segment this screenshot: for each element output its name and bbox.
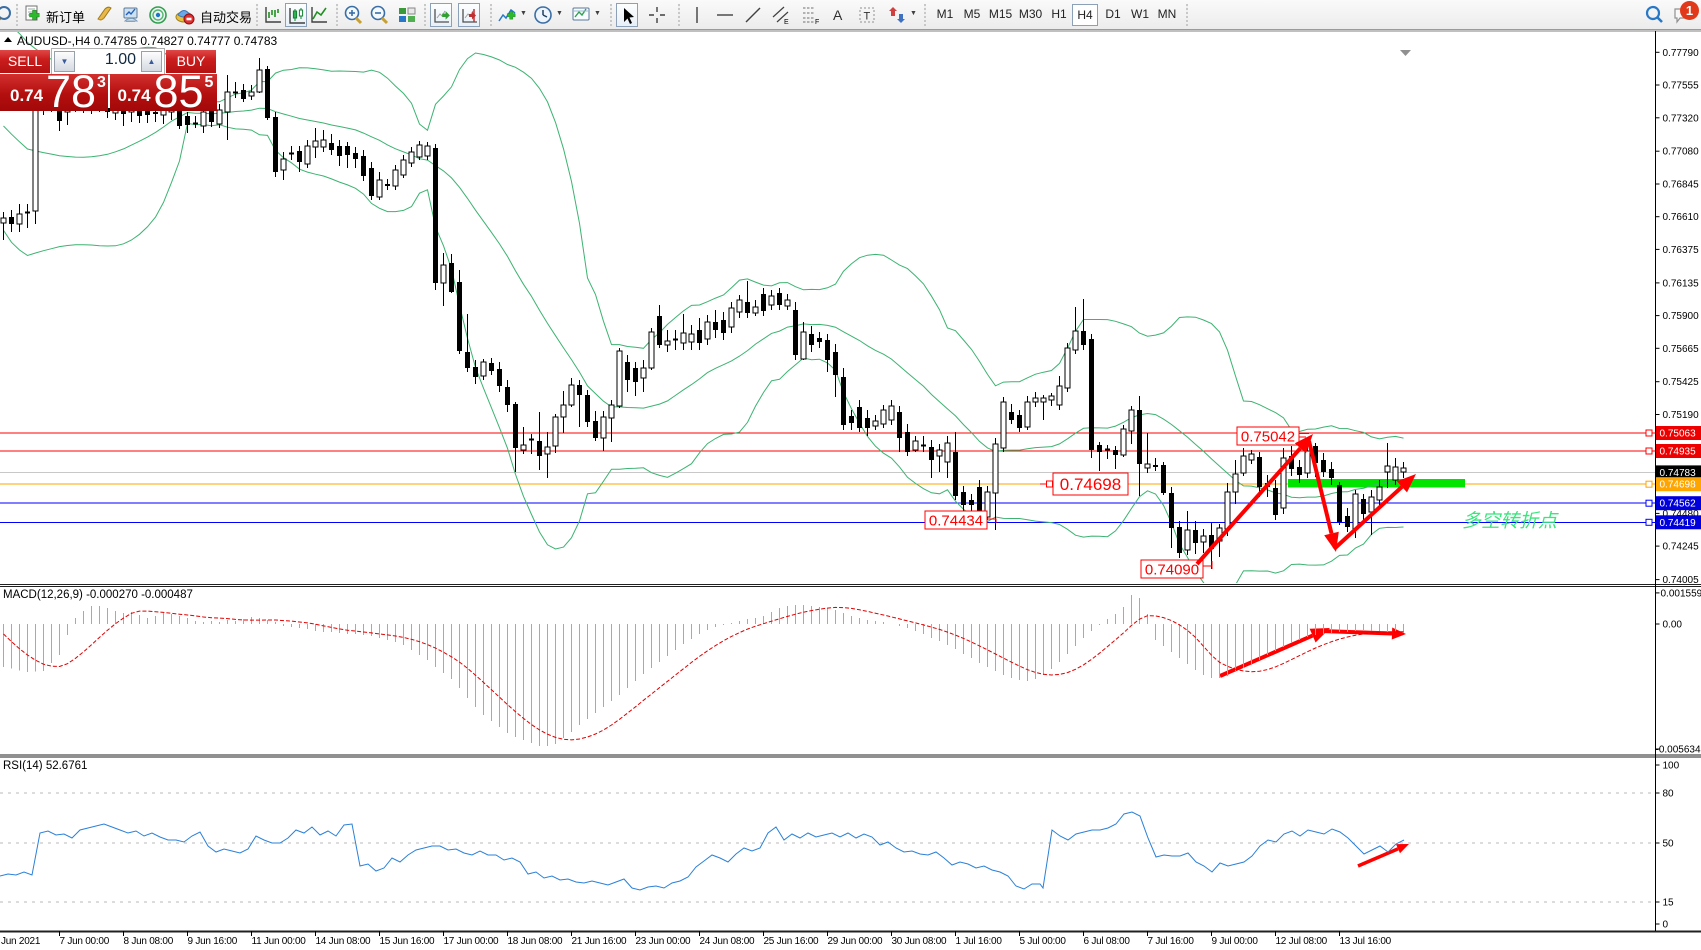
svg-text:23 Jun 00:00: 23 Jun 00:00 [636, 936, 692, 947]
svg-text:AUDUSD-,H4 0.74785 0.74827 0.: AUDUSD-,H4 0.74785 0.74827 0.74777 0.747… [17, 34, 278, 48]
svg-text:50: 50 [1663, 839, 1675, 850]
svg-text:0.75425: 0.75425 [1663, 377, 1700, 388]
svg-text:30 Jun 08:00: 30 Jun 08:00 [892, 936, 948, 947]
svg-text:6 Jul 08:00: 6 Jul 08:00 [1084, 936, 1131, 947]
svg-text:100: 100 [1663, 761, 1680, 772]
svg-text:0.74935: 0.74935 [1660, 447, 1697, 458]
svg-text:0.75900: 0.75900 [1663, 311, 1700, 322]
svg-text:11 Jun 00:00: 11 Jun 00:00 [252, 936, 307, 947]
svg-text:MACD(12,26,9) -0.000270 -0.000: MACD(12,26,9) -0.000270 -0.000487 [3, 589, 193, 601]
svg-text:15 Jun 16:00: 15 Jun 16:00 [380, 936, 436, 947]
svg-text:T: T [864, 11, 871, 23]
svg-text:0.75042: 0.75042 [1241, 428, 1295, 445]
svg-text:0.001559: 0.001559 [1661, 588, 1701, 599]
svg-text:0.75665: 0.75665 [1663, 344, 1700, 355]
svg-text:7 Jul 16:00: 7 Jul 16:00 [1148, 936, 1195, 947]
svg-text:15: 15 [1663, 898, 1675, 909]
svg-text:14 Jun 08:00: 14 Jun 08:00 [316, 936, 372, 947]
svg-text:12 Jul 08:00: 12 Jul 08:00 [1276, 936, 1328, 947]
svg-text:0.76375: 0.76375 [1663, 245, 1700, 256]
svg-text:0.75190: 0.75190 [1663, 410, 1700, 421]
svg-text:9 Jun 16:00: 9 Jun 16:00 [188, 936, 238, 947]
svg-text:29 Jun 00:00: 29 Jun 00:00 [828, 936, 884, 947]
svg-text:0.77320: 0.77320 [1663, 113, 1700, 124]
svg-text:0.76610: 0.76610 [1663, 212, 1700, 223]
svg-text:18 Jun 08:00: 18 Jun 08:00 [508, 936, 564, 947]
svg-text:13 Jul 16:00: 13 Jul 16:00 [1340, 936, 1392, 947]
svg-text:0.74480: 0.74480 [1663, 509, 1700, 520]
svg-text:0.76845: 0.76845 [1663, 180, 1700, 191]
svg-text:0.74434: 0.74434 [929, 512, 983, 529]
svg-text:0.74698: 0.74698 [1060, 475, 1121, 494]
svg-text:0.74419: 0.74419 [1660, 518, 1697, 529]
svg-text:0.74698: 0.74698 [1660, 480, 1697, 491]
svg-text:9 Jul 00:00: 9 Jul 00:00 [1212, 936, 1259, 947]
svg-text:80: 80 [1663, 789, 1675, 800]
svg-text:Jun 2021: Jun 2021 [1, 936, 41, 947]
svg-text:0.74245: 0.74245 [1663, 542, 1700, 553]
svg-text:-0.005634: -0.005634 [1656, 745, 1701, 756]
svg-text:多空转折点: 多空转折点 [1462, 510, 1559, 532]
svg-text:E: E [784, 19, 789, 25]
svg-text:0.00: 0.00 [1663, 620, 1683, 631]
svg-text:17 Jun 00:00: 17 Jun 00:00 [444, 936, 500, 947]
svg-text:21 Jun 16:00: 21 Jun 16:00 [572, 936, 628, 947]
svg-text:5 Jul 00:00: 5 Jul 00:00 [1020, 936, 1067, 947]
svg-text:7 Jun 00:00: 7 Jun 00:00 [60, 936, 110, 947]
svg-text:0.74005: 0.74005 [1663, 575, 1700, 586]
svg-text:0.75063: 0.75063 [1660, 429, 1697, 440]
svg-text:24 Jun 08:00: 24 Jun 08:00 [700, 936, 756, 947]
svg-text:0.77790: 0.77790 [1663, 48, 1700, 59]
svg-text:8 Jun 08:00: 8 Jun 08:00 [124, 936, 174, 947]
svg-text:0.74090: 0.74090 [1145, 561, 1199, 578]
svg-text:0.77555: 0.77555 [1663, 81, 1700, 92]
svg-text:A: A [833, 7, 843, 23]
svg-text:0: 0 [1663, 920, 1669, 931]
svg-text:25 Jun 16:00: 25 Jun 16:00 [764, 936, 820, 947]
svg-text:RSI(14) 52.6761: RSI(14) 52.6761 [3, 760, 87, 772]
svg-text:1 Jul 16:00: 1 Jul 16:00 [956, 936, 1003, 947]
svg-text:0.74562: 0.74562 [1660, 499, 1697, 510]
svg-text:0.74783: 0.74783 [1660, 468, 1697, 479]
svg-text:0.76135: 0.76135 [1663, 278, 1700, 289]
svg-text:0.77080: 0.77080 [1663, 147, 1700, 158]
svg-text:F: F [815, 19, 819, 25]
